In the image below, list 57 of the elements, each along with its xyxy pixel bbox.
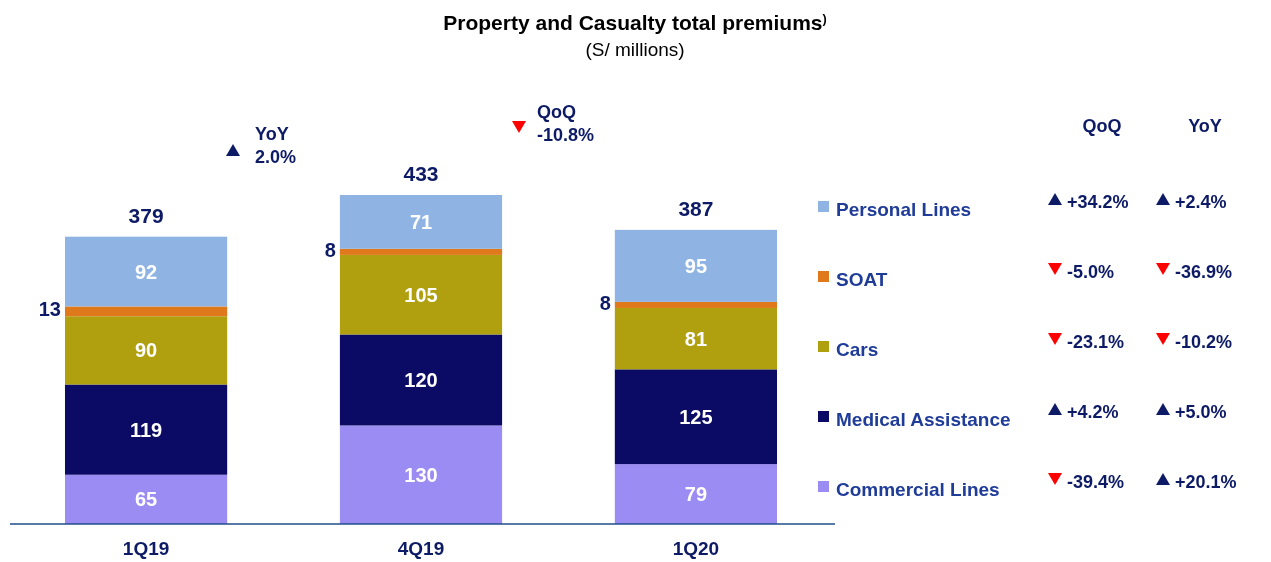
data-label: 71 bbox=[409, 210, 433, 233]
bar bbox=[614, 369, 778, 465]
legend-label: Commercial Lines bbox=[836, 479, 1000, 500]
bar bbox=[614, 307, 778, 370]
text: +2.4% bbox=[1175, 192, 1227, 212]
text: QoQ -10.8% bbox=[537, 102, 595, 145]
total-label: 433 bbox=[403, 162, 439, 185]
text: -23.1% bbox=[1067, 332, 1125, 352]
data-label: 105 bbox=[404, 283, 438, 306]
text: +4.2% bbox=[1067, 402, 1119, 422]
data-label: 65 bbox=[134, 488, 158, 511]
bar bbox=[339, 425, 503, 524]
text: -36.9% bbox=[1175, 262, 1233, 282]
text: +34.2% bbox=[1067, 192, 1129, 212]
legend-label: SOAT bbox=[836, 269, 888, 290]
data-label: 120 bbox=[404, 368, 438, 391]
text: -5.0% bbox=[1067, 262, 1115, 282]
x-tick-label: 1Q20 bbox=[672, 538, 720, 559]
text: YoY 2.0% bbox=[255, 124, 297, 167]
bar bbox=[339, 195, 503, 249]
legend-label: Personal Lines bbox=[836, 199, 972, 220]
legend-label: Medical Assistance bbox=[836, 409, 1011, 430]
data-label: 8 bbox=[324, 238, 336, 261]
data-label: 79 bbox=[684, 483, 708, 506]
data-label: 13 bbox=[38, 298, 61, 321]
bar bbox=[64, 474, 228, 524]
bar bbox=[614, 301, 778, 308]
data-label: 90 bbox=[134, 339, 158, 362]
chart-title: Property and Casualty total premiums$^{)}$ bbox=[443, 11, 827, 34]
data-label: 81 bbox=[684, 327, 708, 350]
bar bbox=[339, 254, 503, 335]
text: -10.2% bbox=[1175, 332, 1233, 352]
bar bbox=[614, 464, 778, 524]
bar bbox=[339, 334, 503, 426]
total-label: 387 bbox=[678, 196, 714, 220]
text: -39.4% bbox=[1067, 472, 1125, 492]
x-tick-label: 4Q19 bbox=[397, 538, 445, 559]
text: +20.1% bbox=[1175, 472, 1237, 492]
data-label: 8 bbox=[599, 291, 611, 314]
bar bbox=[64, 236, 228, 307]
bar bbox=[614, 229, 778, 302]
total-label: 379 bbox=[128, 203, 164, 227]
x-tick-label: 1Q19 bbox=[122, 538, 170, 559]
data-label: 130 bbox=[404, 463, 438, 486]
data-label: 125 bbox=[679, 405, 713, 428]
chart-subtitle: (S/ millions) bbox=[585, 39, 685, 60]
bar bbox=[64, 316, 228, 385]
legend-label: Cars bbox=[836, 339, 879, 360]
text: QoQ bbox=[1082, 116, 1122, 136]
data-label: 119 bbox=[129, 418, 163, 441]
text: +5.0% bbox=[1175, 402, 1227, 422]
bar bbox=[339, 248, 503, 255]
data-label: 92 bbox=[134, 260, 158, 283]
bar bbox=[64, 384, 228, 475]
bar bbox=[64, 306, 228, 317]
data-label: 95 bbox=[684, 254, 708, 277]
text: YoY bbox=[1188, 116, 1222, 136]
